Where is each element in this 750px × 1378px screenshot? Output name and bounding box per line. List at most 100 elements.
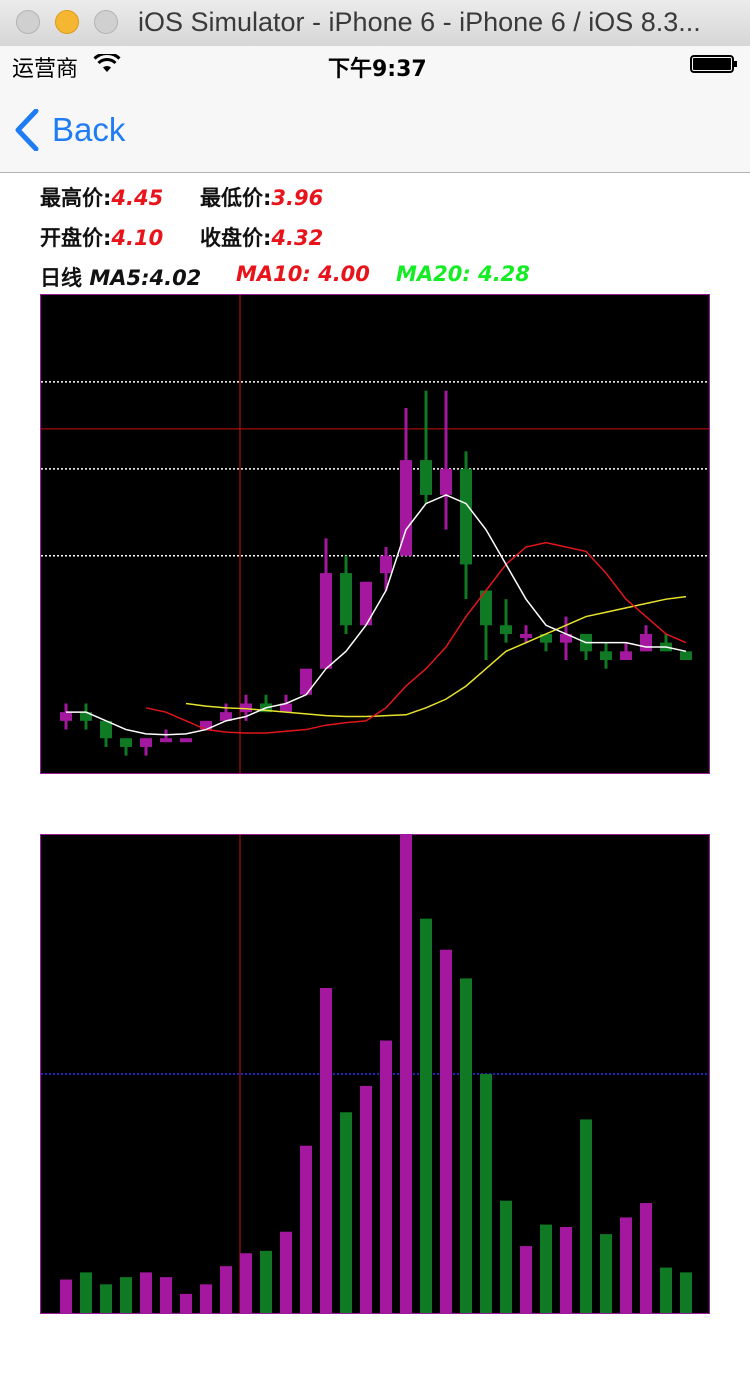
minimize-window-button[interactable]: [55, 10, 79, 34]
status-bar: 运营商 下午9:37: [0, 46, 750, 86]
candle-body: [200, 720, 212, 730]
volume-bar: [300, 1145, 312, 1313]
navigation-bar: Back: [0, 86, 750, 173]
candle-body: [60, 712, 72, 721]
open-price-info: 开盘价:4.10: [40, 222, 163, 252]
candle-body: [680, 651, 692, 661]
ma5-label: MA5:: [89, 266, 150, 290]
ma20-text: MA20: 4.28: [396, 262, 530, 286]
ma20-info: MA20: 4.28: [396, 262, 530, 286]
candle-body: [640, 633, 652, 652]
candle-body: [380, 555, 392, 574]
high-price-label: 最高价:: [40, 186, 112, 210]
window-titlebar: iOS Simulator - iPhone 6 - iPhone 6 / iO…: [0, 0, 750, 47]
status-time: 下午9:37: [328, 57, 427, 82]
volume-chart[interactable]: [40, 834, 710, 1314]
ma10-text: MA10: 4.00: [236, 262, 370, 286]
volume-bar: [600, 1234, 612, 1313]
close-price-info: 收盘价:4.32: [200, 222, 323, 252]
back-label: Back: [52, 111, 126, 148]
candle-body: [540, 633, 552, 643]
volume-bar: [540, 1224, 552, 1313]
high-price-info: 最高价:4.45: [40, 182, 163, 212]
volume-bar: [380, 1040, 392, 1313]
candle-body: [280, 703, 292, 713]
candlestick-plot: [41, 295, 709, 773]
candle-body: [560, 633, 572, 643]
candle-body: [240, 703, 252, 713]
volume-bar: [180, 1293, 192, 1313]
candle-body: [300, 668, 312, 695]
volume-bar: [460, 978, 472, 1313]
volume-bar: [680, 1272, 692, 1313]
volume-bar: [140, 1272, 152, 1313]
ma20-line: [185, 595, 687, 718]
candle-body: [420, 460, 432, 495]
ma5-line: [66, 494, 687, 736]
candle-body: [220, 712, 232, 721]
volume-bar: [640, 1203, 652, 1313]
volume-bar: [240, 1253, 252, 1313]
low-price-value: 3.96: [271, 186, 324, 210]
candle-body: [460, 468, 472, 565]
chevron-left-icon: [15, 109, 39, 151]
candle-body: [320, 573, 332, 669]
candle-body: [100, 720, 112, 739]
close-window-button[interactable]: [16, 10, 40, 34]
volume-bar: [480, 1074, 492, 1313]
candle-body: [500, 625, 512, 634]
candle-body: [480, 590, 492, 626]
open-price-label: 开盘价:: [40, 226, 112, 250]
candle-body: [440, 468, 452, 495]
volume-bar: [620, 1217, 632, 1313]
open-price-value: 4.10: [111, 226, 164, 250]
volume-bar: [320, 987, 332, 1313]
volume-bar: [260, 1250, 272, 1313]
candle-body: [340, 573, 352, 626]
low-price-label: 最低价:: [200, 186, 272, 210]
volume-bar: [340, 1112, 352, 1313]
volume-bar: [360, 1085, 372, 1313]
close-price-value: 4.32: [271, 226, 324, 250]
ma10-info: MA10: 4.00: [236, 262, 370, 286]
volume-bar: [580, 1119, 592, 1313]
wifi-icon: [93, 54, 121, 72]
volume-plot: [41, 835, 709, 1313]
ma5-info: 日线 MA5:4.02: [40, 262, 201, 292]
candle-body: [360, 581, 372, 626]
volume-bar: [60, 1279, 72, 1313]
volume-bar: [80, 1272, 92, 1313]
volume-bar: [160, 1277, 172, 1313]
volume-bar: [560, 1226, 572, 1313]
candle-body: [400, 460, 412, 556]
candle-body: [140, 738, 152, 747]
high-price-value: 4.45: [111, 186, 164, 210]
candle-body: [520, 633, 532, 638]
volume-bar: [220, 1266, 232, 1313]
candle-body: [620, 651, 632, 661]
carrier-label: 运营商: [12, 57, 79, 82]
close-price-label: 收盘价:: [200, 226, 272, 250]
low-price-info: 最低价:3.96: [200, 182, 323, 212]
volume-bar: [200, 1284, 212, 1313]
volume-bar: [440, 949, 452, 1313]
window-title: iOS Simulator - iPhone 6 - iPhone 6 / iO…: [138, 7, 701, 37]
candle-body: [600, 651, 612, 661]
volume-bar: [100, 1284, 112, 1313]
volume-bar: [400, 835, 412, 1313]
candle-body: [120, 738, 132, 747]
volume-bar: [280, 1231, 292, 1313]
volume-bar: [520, 1246, 532, 1313]
volume-bar: [120, 1277, 132, 1313]
battery-icon: [690, 55, 737, 73]
candlestick-chart[interactable]: [40, 294, 710, 774]
ma5-value: 4.02: [149, 266, 202, 290]
period-label: 日线: [40, 266, 82, 290]
volume-bar: [500, 1200, 512, 1313]
ma10-line: [145, 541, 687, 734]
volume-bar: [420, 918, 432, 1313]
candle-body: [80, 712, 92, 721]
zoom-window-button[interactable]: [94, 10, 118, 34]
back-button[interactable]: Back: [14, 108, 125, 152]
candle-body: [160, 738, 172, 743]
